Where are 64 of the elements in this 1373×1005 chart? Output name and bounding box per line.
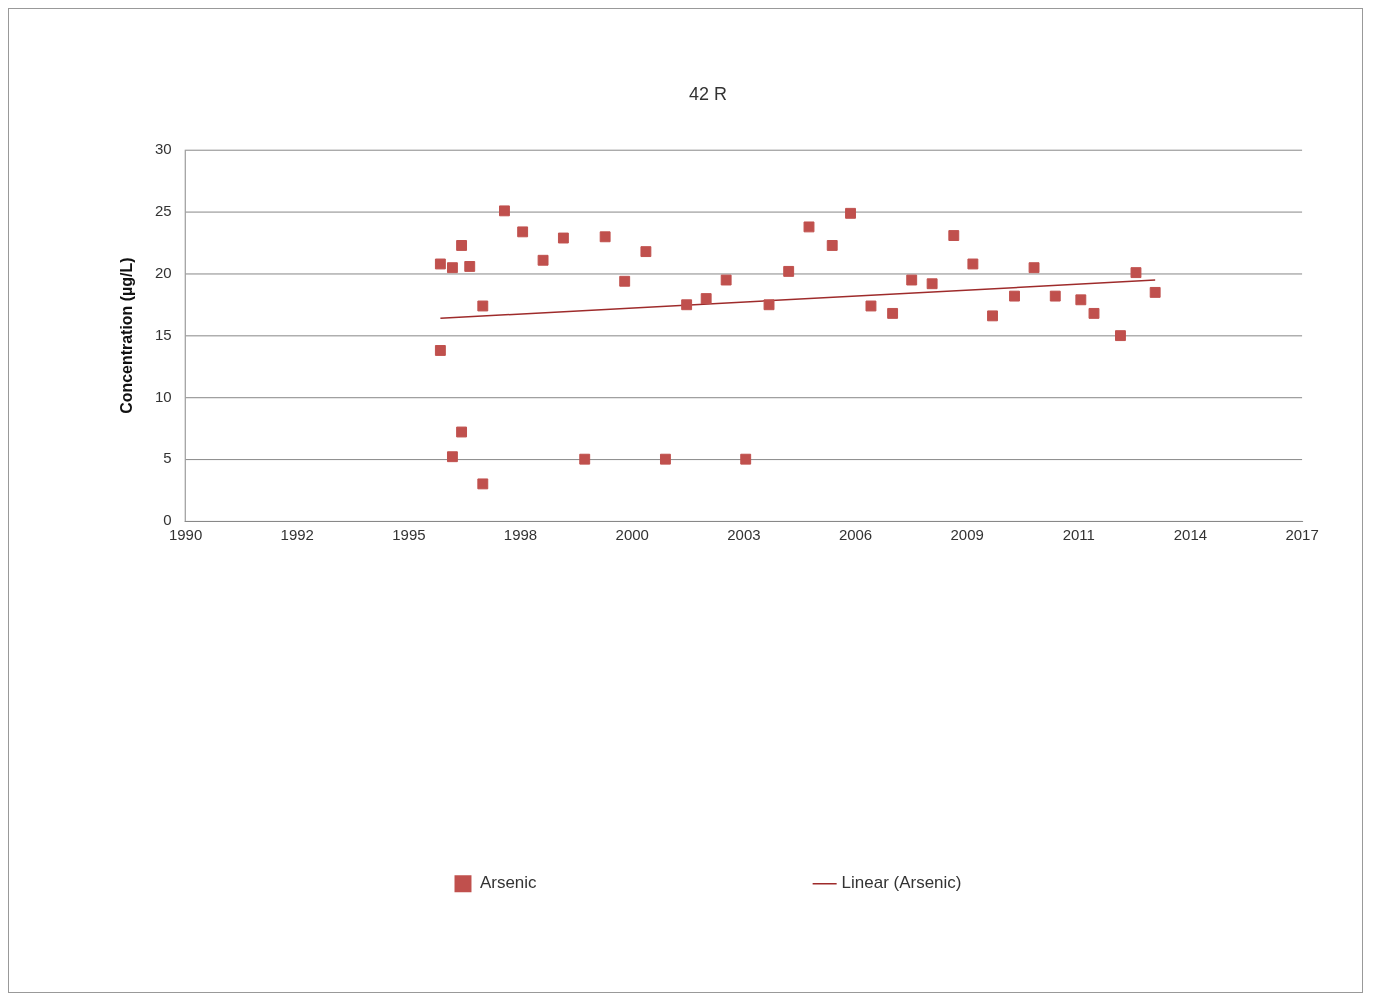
point xyxy=(659,453,671,465)
point xyxy=(926,278,938,290)
point xyxy=(865,300,877,312)
point xyxy=(681,299,693,311)
point xyxy=(1009,290,1020,302)
legend-label: Arsenic xyxy=(479,873,538,893)
x-tick-label: 1995 xyxy=(392,526,426,544)
point xyxy=(537,254,549,266)
point xyxy=(477,300,489,312)
point xyxy=(740,453,752,465)
point xyxy=(763,299,775,311)
x-tick-label: 1992 xyxy=(280,526,314,544)
point xyxy=(1075,294,1087,306)
point xyxy=(987,310,998,322)
point xyxy=(906,274,918,286)
point xyxy=(619,275,631,287)
point xyxy=(700,293,712,305)
y-tick-label: 0 xyxy=(163,511,172,529)
x-tick-label: 2011 xyxy=(1062,526,1095,544)
x-tick-label: 2014 xyxy=(1173,526,1208,544)
point xyxy=(579,453,591,465)
x-tick-label: 2003 xyxy=(727,526,761,544)
point xyxy=(464,261,476,272)
y-tick-label: 10 xyxy=(154,387,172,405)
point xyxy=(599,231,611,243)
point xyxy=(640,246,652,258)
y-tick-label: 20 xyxy=(154,264,172,281)
x-tick-label: 1998 xyxy=(503,526,538,544)
point xyxy=(1130,267,1142,279)
chart-title: 42 R xyxy=(688,83,727,104)
point xyxy=(1049,290,1061,302)
point xyxy=(1088,307,1100,319)
point xyxy=(1115,330,1126,342)
point xyxy=(557,232,569,244)
point xyxy=(948,230,960,241)
x-tick-label: 2017 xyxy=(1285,526,1319,544)
x-tick-label: 2006 xyxy=(838,526,873,544)
point xyxy=(499,205,510,217)
x-tick-label: 1990 xyxy=(168,526,203,544)
y-tick-label: 15 xyxy=(154,325,172,343)
y-tick-label: 5 xyxy=(163,449,172,467)
point xyxy=(845,207,856,219)
point xyxy=(434,258,446,270)
point xyxy=(967,258,979,270)
point xyxy=(720,274,732,286)
point xyxy=(434,345,446,356)
point xyxy=(456,240,468,251)
x-tick-label: 2009 xyxy=(950,526,984,544)
x-tick-label: 2000 xyxy=(615,526,649,544)
point xyxy=(826,240,838,251)
y-tick-label: 25 xyxy=(154,202,172,220)
point xyxy=(887,307,899,319)
point xyxy=(456,426,468,438)
legend-label: Linear (Arsenic) xyxy=(841,873,962,893)
point xyxy=(1149,286,1161,298)
point xyxy=(803,221,815,233)
y-axis-title: Concentration (µg/L) xyxy=(117,257,135,414)
point xyxy=(783,265,795,277)
point xyxy=(477,478,489,490)
point xyxy=(1028,262,1040,274)
point xyxy=(446,262,458,274)
point xyxy=(446,451,458,463)
y-tick-label: 30 xyxy=(154,140,172,158)
point xyxy=(517,226,529,238)
